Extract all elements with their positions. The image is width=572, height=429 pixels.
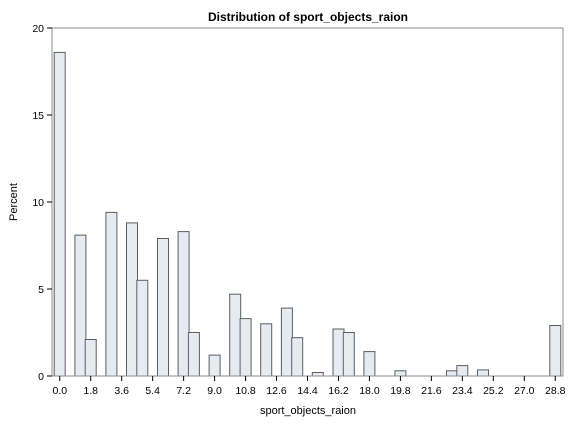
histogram-bar bbox=[136, 279, 149, 377]
x-tick-label: 21.6 bbox=[421, 385, 442, 397]
y-tick-label: 0 bbox=[38, 371, 44, 383]
x-tick-label: 0.0 bbox=[52, 385, 67, 397]
y-tick-label: 10 bbox=[32, 197, 44, 209]
histogram-bar bbox=[456, 365, 469, 377]
x-tick-label: 1.8 bbox=[83, 385, 98, 397]
histogram-bar bbox=[446, 370, 458, 377]
y-axis: 0 5 10 15 20 bbox=[32, 23, 52, 383]
x-tick-label: 5.4 bbox=[145, 385, 160, 397]
histogram-bar bbox=[342, 332, 355, 377]
histogram-bar bbox=[105, 211, 118, 377]
histogram-bar bbox=[260, 323, 273, 377]
histogram-bar bbox=[74, 234, 87, 377]
x-tick-label: 25.2 bbox=[483, 385, 504, 397]
x-tick-label: 9.0 bbox=[207, 385, 222, 397]
histogram-bar bbox=[84, 339, 97, 377]
histogram-bar bbox=[332, 328, 345, 377]
chart-title: Distribution of sport_objects_raion bbox=[208, 10, 408, 24]
x-tick-label: 7.2 bbox=[176, 385, 191, 397]
histogram-bar bbox=[208, 354, 221, 377]
x-axis-label: sport_objects_raion bbox=[260, 405, 356, 417]
histogram-bar bbox=[53, 51, 66, 377]
histogram-bar bbox=[239, 318, 252, 377]
x-axis: 0.0 1.8 3.6 5.4 7.2 9.0 10.8 12.6 14.4 16.2 18.0 19… bbox=[52, 376, 566, 397]
histogram-bar bbox=[549, 325, 562, 377]
x-tick-label: 19.8 bbox=[390, 385, 411, 397]
histogram-bar bbox=[291, 337, 304, 377]
x-tick-label: 3.6 bbox=[114, 385, 129, 397]
y-axis-label: Percent bbox=[8, 183, 20, 221]
y-tick-label: 20 bbox=[32, 23, 44, 35]
histogram-bar bbox=[126, 222, 138, 377]
histogram-bar bbox=[177, 231, 190, 377]
x-tick-label: 27.0 bbox=[514, 385, 535, 397]
x-tick-label: 14.4 bbox=[297, 385, 318, 397]
x-tick-label: 10.8 bbox=[235, 385, 256, 397]
histogram-bar bbox=[280, 307, 293, 377]
y-tick-label: 5 bbox=[38, 284, 44, 296]
x-tick-label: 18.0 bbox=[359, 385, 380, 397]
histogram-bar bbox=[157, 238, 169, 377]
y-tick-label: 15 bbox=[32, 110, 44, 122]
x-tick-label: 28.8 bbox=[545, 385, 566, 397]
histogram-bar bbox=[311, 372, 324, 377]
histogram-bar bbox=[394, 370, 407, 377]
histogram-bar bbox=[363, 351, 376, 377]
x-tick-label: 12.6 bbox=[266, 385, 287, 397]
histogram-bar bbox=[477, 369, 489, 377]
x-tick-label: 16.2 bbox=[328, 385, 349, 397]
histogram-bar bbox=[229, 293, 242, 377]
x-tick-label: 23.4 bbox=[452, 385, 473, 397]
histogram-bar bbox=[187, 332, 200, 377]
bars-layer bbox=[53, 51, 562, 377]
